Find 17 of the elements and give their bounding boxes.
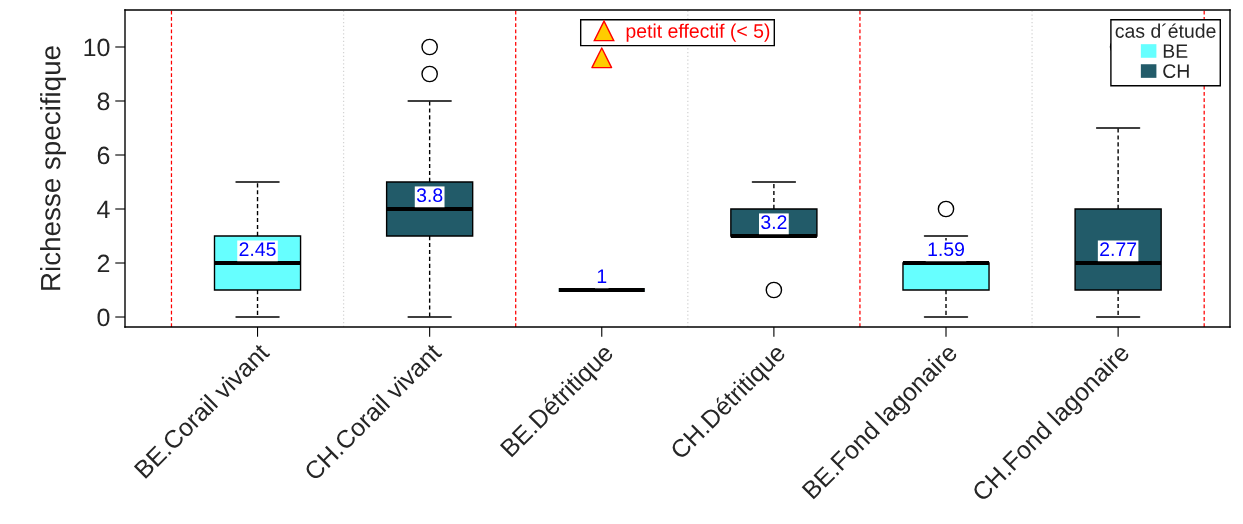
text: 2.77 [1100, 242, 1137, 256]
y-axis-title: Richesse specifique [40, 46, 66, 290]
legend-label: BE [1163, 44, 1188, 58]
y-tick-label: 2 [97, 254, 110, 273]
legend-label: petit effectif (< 5) [626, 23, 770, 42]
text: 3.2 [761, 215, 787, 230]
text: 1.59 [928, 242, 965, 257]
y-tick-label: 4 [97, 200, 110, 219]
text: 1 [597, 269, 607, 283]
y-tick-label: 8 [97, 92, 110, 111]
text: 3.8 [416, 188, 443, 203]
y-tick-label: 10 [84, 38, 110, 57]
y-tick-label: 6 [97, 146, 110, 165]
y-tick-label: 0 [97, 308, 110, 327]
legend-label: CH [1163, 64, 1189, 79]
legend-title: cas d´étude [1115, 23, 1216, 38]
text: 2.45 [239, 242, 276, 257]
